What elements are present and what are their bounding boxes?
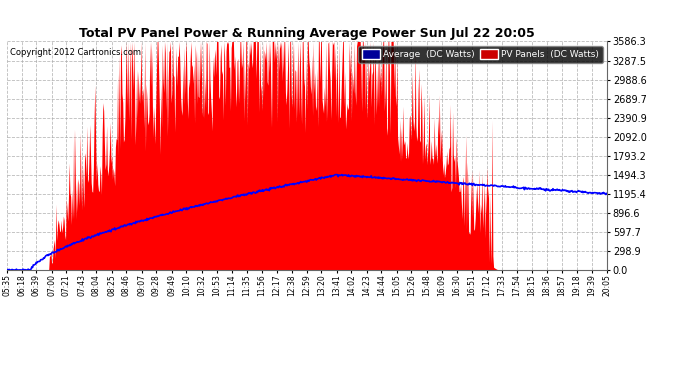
- Legend: Average  (DC Watts), PV Panels  (DC Watts): Average (DC Watts), PV Panels (DC Watts): [358, 46, 602, 63]
- Text: Copyright 2012 Cartronics.com: Copyright 2012 Cartronics.com: [10, 48, 141, 57]
- Title: Total PV Panel Power & Running Average Power Sun Jul 22 20:05: Total PV Panel Power & Running Average P…: [79, 27, 535, 40]
